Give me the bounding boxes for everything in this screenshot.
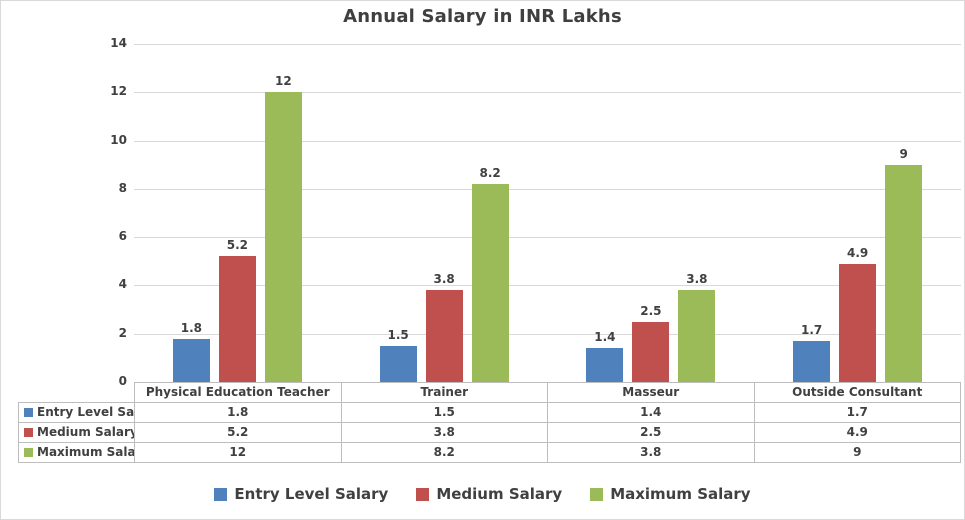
category-label: Physical Education Teacher bbox=[135, 382, 342, 402]
bar: 3.8 bbox=[678, 272, 716, 382]
table-value-cell: 1.7 bbox=[754, 403, 961, 423]
bar: 1.4 bbox=[586, 330, 624, 382]
legend-item: Medium Salary bbox=[416, 485, 562, 503]
category-label: Trainer bbox=[341, 382, 548, 402]
y-tick-label: 6 bbox=[118, 229, 127, 244]
category-header-row: Physical Education Teacher Trainer Masseur… bbox=[134, 382, 961, 402]
y-tick-label: 2 bbox=[118, 325, 127, 340]
table-value-cell: 4.9 bbox=[754, 423, 961, 443]
bar-value-label: 5.2 bbox=[226, 238, 249, 253]
bar-group: 1.8 5.2 12 bbox=[134, 44, 341, 382]
y-tick-label: 0 bbox=[118, 374, 127, 388]
series-key-swatch bbox=[24, 448, 33, 457]
bar-group: 1.7 4.9 9 bbox=[754, 44, 961, 382]
bar: 2.5 bbox=[632, 304, 670, 382]
y-tick-label: 12 bbox=[110, 84, 127, 99]
bar-value-label: 4.9 bbox=[846, 245, 869, 260]
table-value-cell: 1.8 bbox=[135, 403, 342, 423]
bar-value-label: 1.8 bbox=[180, 320, 203, 335]
series-key-swatch bbox=[24, 408, 33, 417]
table-row-header: Medium Salary bbox=[19, 423, 135, 443]
legend-swatch bbox=[214, 487, 228, 501]
table-value-cell: 12 bbox=[135, 443, 342, 463]
legend-item: Maximum Salary bbox=[590, 485, 751, 503]
plot-area: 1.8 5.2 12 1.5 3.8 8.2 1.4 2.5 3.8 1.7 4.9 9 bbox=[134, 44, 961, 382]
y-tick-label: 10 bbox=[110, 132, 127, 147]
bar-value-label: 1.7 bbox=[800, 322, 823, 337]
bar: 8.2 bbox=[471, 166, 509, 382]
bar: 12 bbox=[264, 74, 302, 382]
series-name: Entry Level Salary bbox=[37, 405, 135, 419]
bar: 1.7 bbox=[793, 323, 831, 382]
bar-value-label: 3.8 bbox=[433, 272, 455, 287]
bar-value-label: 3.8 bbox=[686, 272, 708, 287]
table-value-cell: 1.5 bbox=[341, 403, 548, 423]
table-row-header: Maximum Salary bbox=[19, 443, 135, 463]
legend-label: Medium Salary bbox=[436, 485, 563, 503]
gridline bbox=[134, 188, 961, 190]
bar-value-label: 1.5 bbox=[387, 327, 409, 342]
data-table: Entry Level Salary1.81.51.41.7 Medium Sal… bbox=[18, 402, 961, 463]
chart-title: Annual Salary in INR Lakhs bbox=[343, 6, 622, 27]
category-label: Masseur bbox=[548, 382, 755, 402]
table-value-cell: 9 bbox=[754, 443, 961, 463]
legend-swatch bbox=[590, 487, 604, 501]
bar: 4.9 bbox=[839, 246, 877, 382]
series-name: Maximum Salary bbox=[37, 445, 135, 459]
series-key-swatch bbox=[24, 428, 33, 437]
bar: 3.8 bbox=[425, 272, 463, 382]
legend: Entry Level Salary Medium Salary Maximum S… bbox=[1, 481, 964, 507]
y-tick-label: 14 bbox=[110, 36, 127, 50]
series-name: Medium Salary bbox=[37, 425, 135, 439]
bar: 1.5 bbox=[379, 328, 417, 382]
gridline bbox=[134, 44, 961, 45]
bar: 1.8 bbox=[172, 321, 210, 382]
bar-value-label: 1.4 bbox=[594, 330, 616, 345]
table-row-header: Entry Level Salary bbox=[19, 403, 135, 423]
table-value-cell: 5.2 bbox=[135, 423, 342, 443]
bar-group: 1.5 3.8 8.2 bbox=[341, 44, 548, 382]
legend-label: Entry Level Salary bbox=[234, 485, 389, 503]
table-value-cell: 3.8 bbox=[341, 423, 548, 443]
bar-value-label: 12 bbox=[275, 74, 292, 89]
bar: 9 bbox=[885, 147, 923, 382]
y-tick-label: 4 bbox=[118, 277, 127, 292]
bar: 5.2 bbox=[218, 238, 256, 382]
gridline bbox=[134, 237, 961, 239]
bar-value-label: 8.2 bbox=[479, 166, 501, 181]
bar-group: 1.4 2.5 3.8 bbox=[548, 44, 755, 382]
y-tick-label: 8 bbox=[118, 180, 127, 195]
gridline bbox=[134, 92, 961, 94]
bar-value-label: 2.5 bbox=[640, 303, 662, 318]
bar-value-label: 9 bbox=[899, 146, 908, 161]
table-value-cell: 8.2 bbox=[341, 443, 548, 463]
table-value-cell: 2.5 bbox=[548, 423, 755, 443]
gridline bbox=[134, 333, 961, 335]
legend-label: Maximum Salary bbox=[610, 485, 751, 503]
gridline bbox=[134, 140, 961, 142]
legend-swatch bbox=[416, 487, 430, 501]
gridline bbox=[134, 285, 961, 287]
table-value-cell: 1.4 bbox=[548, 403, 755, 423]
category-label: Outside Consultant bbox=[754, 382, 961, 402]
legend-item: Entry Level Salary bbox=[214, 485, 388, 503]
table-value-cell: 3.8 bbox=[548, 443, 755, 463]
